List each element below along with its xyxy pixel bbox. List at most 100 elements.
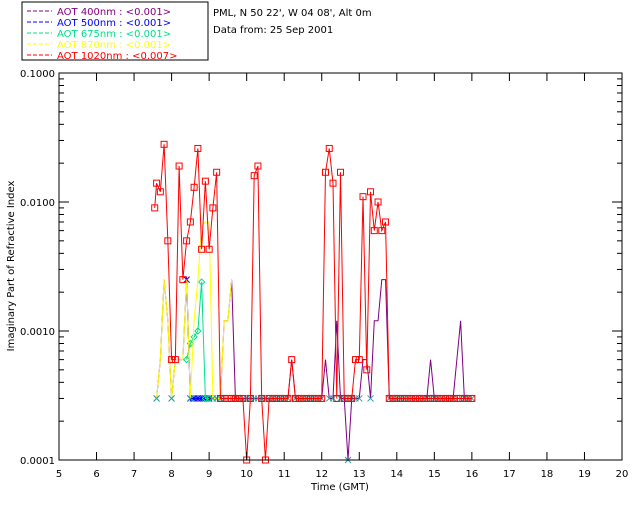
data-point-square [160,140,168,148]
data-point-square [299,394,307,402]
data-point-square [423,394,431,402]
data-point-square [397,394,405,402]
x-axis-label: Time (GMT) [310,482,369,493]
x-tick-label: 5 [56,469,62,480]
data-point-diamond [197,278,206,286]
series-line [186,281,210,399]
x-tick-label: 18 [541,469,554,480]
data-point-square [333,394,341,402]
data-point-square [280,394,288,402]
data-point-square [194,144,202,152]
x-tick-label: 17 [503,469,516,480]
data-point-square [318,394,326,402]
x-tick-label: 8 [168,469,174,480]
data-point-square [457,394,465,402]
data-point-square [168,356,176,364]
data-point-square [348,394,356,402]
data-point-square [276,394,284,402]
data-point-square [171,356,179,364]
data-point-square [198,245,206,253]
data-point-square [408,394,416,402]
data-point-square [231,394,239,402]
data-point-square [449,394,457,402]
data-point-square [325,144,333,152]
data-point-cross [367,395,374,402]
x-tick-label: 11 [278,469,291,480]
data-point-cross [468,395,476,402]
data-point-square [374,198,382,206]
data-point-square [175,162,183,170]
legend-entry: AOT 675nm : <0.001> [57,29,171,40]
y-tick-label: 0.1000 [20,69,55,80]
data-point-square [190,183,198,191]
data-point-square [363,366,371,374]
x-tick-label: 13 [353,469,366,480]
data-point-square [209,204,217,212]
data-point-square [355,356,363,364]
data-point-square [385,394,393,402]
x-tick-label: 19 [578,469,591,480]
data-point-square [427,394,435,402]
data-point-diamond [194,327,202,335]
data-point-square [359,193,367,201]
data-point-square [254,162,262,170]
data-point-square [329,179,337,187]
data-point-square [337,168,344,176]
x-tick-label: 7 [131,469,137,480]
data-point-square [400,394,408,402]
y-tick-label: 0.0010 [20,327,55,338]
x-tick-label: 9 [206,469,212,480]
data-point-square [438,394,446,402]
data-point-square [228,394,236,402]
data-point-square [288,356,296,364]
x-tick-label: 16 [465,469,478,480]
x-tick-label: 6 [93,469,99,480]
data-point-cross [168,395,175,402]
data-point-square [213,168,221,176]
data-point-square [258,394,266,402]
legend-entry: AOT 400nm : <0.001> [57,7,171,18]
data-point-square [239,394,247,402]
data-point-square [246,394,254,402]
data-point-square [415,394,423,402]
data-point-square [412,394,420,402]
data-point-square [291,394,299,402]
y-tick-label: 0.0001 [20,456,55,467]
data-point-cross [329,395,337,402]
data-point-square [340,394,348,402]
data-point-square [442,394,450,402]
axes: 5 6 7 8 9 10 11 12 13 14 15 16 17 18 19 20 0.0001 0.0010 0… [20,69,628,480]
x-tick-label: 14 [390,469,403,480]
data-point-square [344,394,352,402]
data-point-square [453,394,461,402]
data-point-square [201,177,209,185]
plot-frame [58,72,623,461]
data-point-cross [187,395,194,402]
data-point-square [393,394,401,402]
data-point-square [224,394,232,402]
x-tick-label: 15 [428,469,441,480]
info-line-date: Data from: 25 Sep 2001 [213,25,333,36]
data-point-square [186,218,194,226]
data-point-diamond [190,333,198,341]
legend-entry: AOT 870nm : <0.001> [57,40,171,51]
data-point-square [468,394,476,402]
data-point-square [434,394,442,402]
data-point-square [314,394,322,402]
data-point-square [382,218,390,226]
data-point-square [179,276,187,284]
data-point-square [389,394,397,402]
data-point-square [419,394,427,402]
data-point-square [265,394,273,402]
data-point-square [205,245,213,253]
series-line [156,221,233,399]
plot-area [151,140,476,464]
data-point-square [306,394,314,402]
data-point-square [250,172,258,180]
data-point-square [235,394,243,402]
data-point-square [370,227,378,235]
y-axis-label: Imaginary Part of Refractive Index [6,181,17,352]
data-point-cross [355,395,363,402]
data-point-square [295,394,303,402]
